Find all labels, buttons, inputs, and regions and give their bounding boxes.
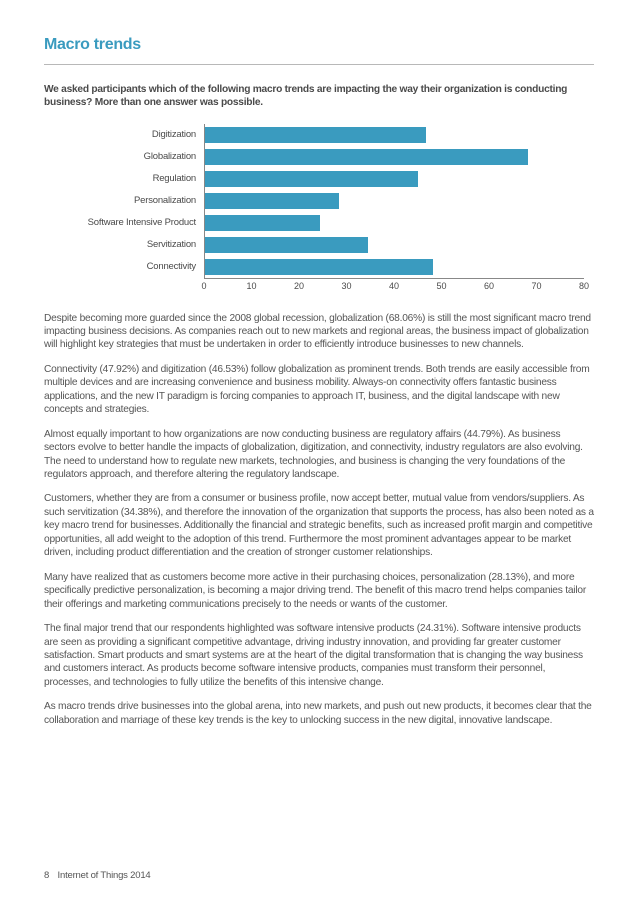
intro-text: We asked participants which of the follo…	[44, 83, 594, 110]
x-tick: 0	[201, 281, 206, 291]
page-title: Macro trends	[44, 36, 594, 54]
paragraph: Despite becoming more guarded since the …	[44, 312, 594, 352]
bar	[205, 259, 433, 275]
page-footer: 8 Internet of Things 2014	[44, 870, 150, 881]
chart-row: Globalization	[44, 146, 594, 168]
paragraph: As macro trends drive businesses into th…	[44, 700, 594, 727]
category-label: Connectivity	[44, 261, 204, 272]
x-tick: 70	[531, 281, 541, 291]
body-text: Despite becoming more guarded since the …	[44, 312, 594, 728]
chart-row: Digitization	[44, 124, 594, 146]
x-tick: 60	[484, 281, 494, 291]
x-tick: 20	[294, 281, 304, 291]
title-rule	[44, 64, 594, 65]
chart-row: Regulation	[44, 168, 594, 190]
page-number: 8	[44, 870, 49, 881]
macro-trends-chart: Digitization Globalization Regulation Perso…	[44, 124, 594, 296]
paragraph: Many have realized that as customers bec…	[44, 571, 594, 611]
category-label: Software Intensive Product	[44, 217, 204, 228]
paragraph: Customers, whether they are from a consu…	[44, 492, 594, 559]
paragraph: Almost equally important to how organiza…	[44, 428, 594, 482]
x-tick: 10	[246, 281, 256, 291]
category-label: Personalization	[44, 195, 204, 206]
category-label: Digitization	[44, 129, 204, 140]
category-label: Regulation	[44, 173, 204, 184]
bar	[205, 127, 426, 143]
bar	[205, 237, 368, 253]
x-tick: 40	[389, 281, 399, 291]
chart-row: Servitization	[44, 234, 594, 256]
paragraph: Connectivity (47.92%) and digitization (…	[44, 363, 594, 417]
x-tick: 50	[436, 281, 446, 291]
chart-row: Software Intensive Product	[44, 212, 594, 234]
chart-row: Connectivity	[44, 256, 594, 278]
paragraph: The final major trend that our responden…	[44, 622, 594, 689]
x-tick: 30	[341, 281, 351, 291]
bar	[205, 193, 339, 209]
bar	[205, 149, 528, 165]
doc-title: Internet of Things 2014	[58, 870, 151, 881]
x-axis: 01020304050607080	[204, 278, 584, 296]
bar	[205, 215, 320, 231]
chart-row: Personalization	[44, 190, 594, 212]
category-label: Globalization	[44, 151, 204, 162]
category-label: Servitization	[44, 239, 204, 250]
bar	[205, 171, 418, 187]
x-tick: 80	[579, 281, 589, 291]
